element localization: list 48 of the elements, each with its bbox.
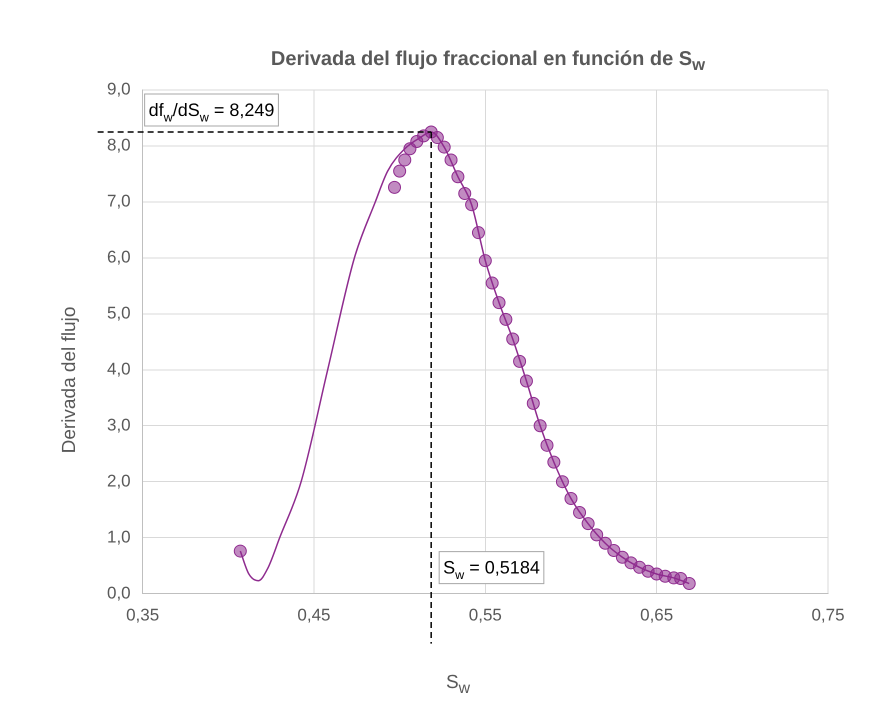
point [478,254,492,268]
x-tick-label: 0,55 [468,605,502,624]
point [492,296,506,310]
point [590,528,604,542]
point [520,374,533,388]
point [564,492,578,505]
point [607,544,620,558]
y-tick-label: 5,0 [106,304,131,323]
y-tick-label: 7,0 [106,192,131,211]
point [540,438,554,452]
y-tick-label: 3,0 [106,415,131,434]
point [465,198,478,212]
point [513,354,526,368]
point [556,475,569,488]
point [499,312,512,326]
point [438,140,451,154]
point [682,577,696,590]
point [547,456,560,469]
y-tick-label: 1,0 [106,527,131,546]
point [388,180,402,194]
point [534,419,547,432]
chart-title: Derivada del flujo fraccional en función de S$_{w}$ [270,48,706,75]
point [526,396,540,410]
point [393,164,406,178]
x-axis-title: S$_{w}$ [444,672,472,698]
y-tick-label: 4,0 [106,359,131,378]
x-tick-label: 0,45 [297,605,331,624]
x-tick-label: 0,65 [640,605,674,624]
y-axis-title: Derivada del flujo [59,306,81,454]
y-tick-label: 6,0 [106,248,131,267]
point [486,276,499,290]
point [582,517,595,530]
y-tick-label: 9,0 [106,80,131,99]
y-tick-label: 2,0 [106,471,131,490]
x-tick-label: 0,35 [126,605,160,624]
x-tick-label: 0,75 [811,605,845,624]
point [444,153,458,166]
point [458,187,472,200]
point [430,131,444,144]
point [506,332,520,346]
point [451,170,464,184]
point [573,506,586,519]
point [472,226,485,240]
point [234,544,247,558]
y-tick-label: 8,0 [106,136,131,155]
point [398,153,412,166]
y-tick-label: 0,0 [106,583,131,602]
point [598,536,612,550]
